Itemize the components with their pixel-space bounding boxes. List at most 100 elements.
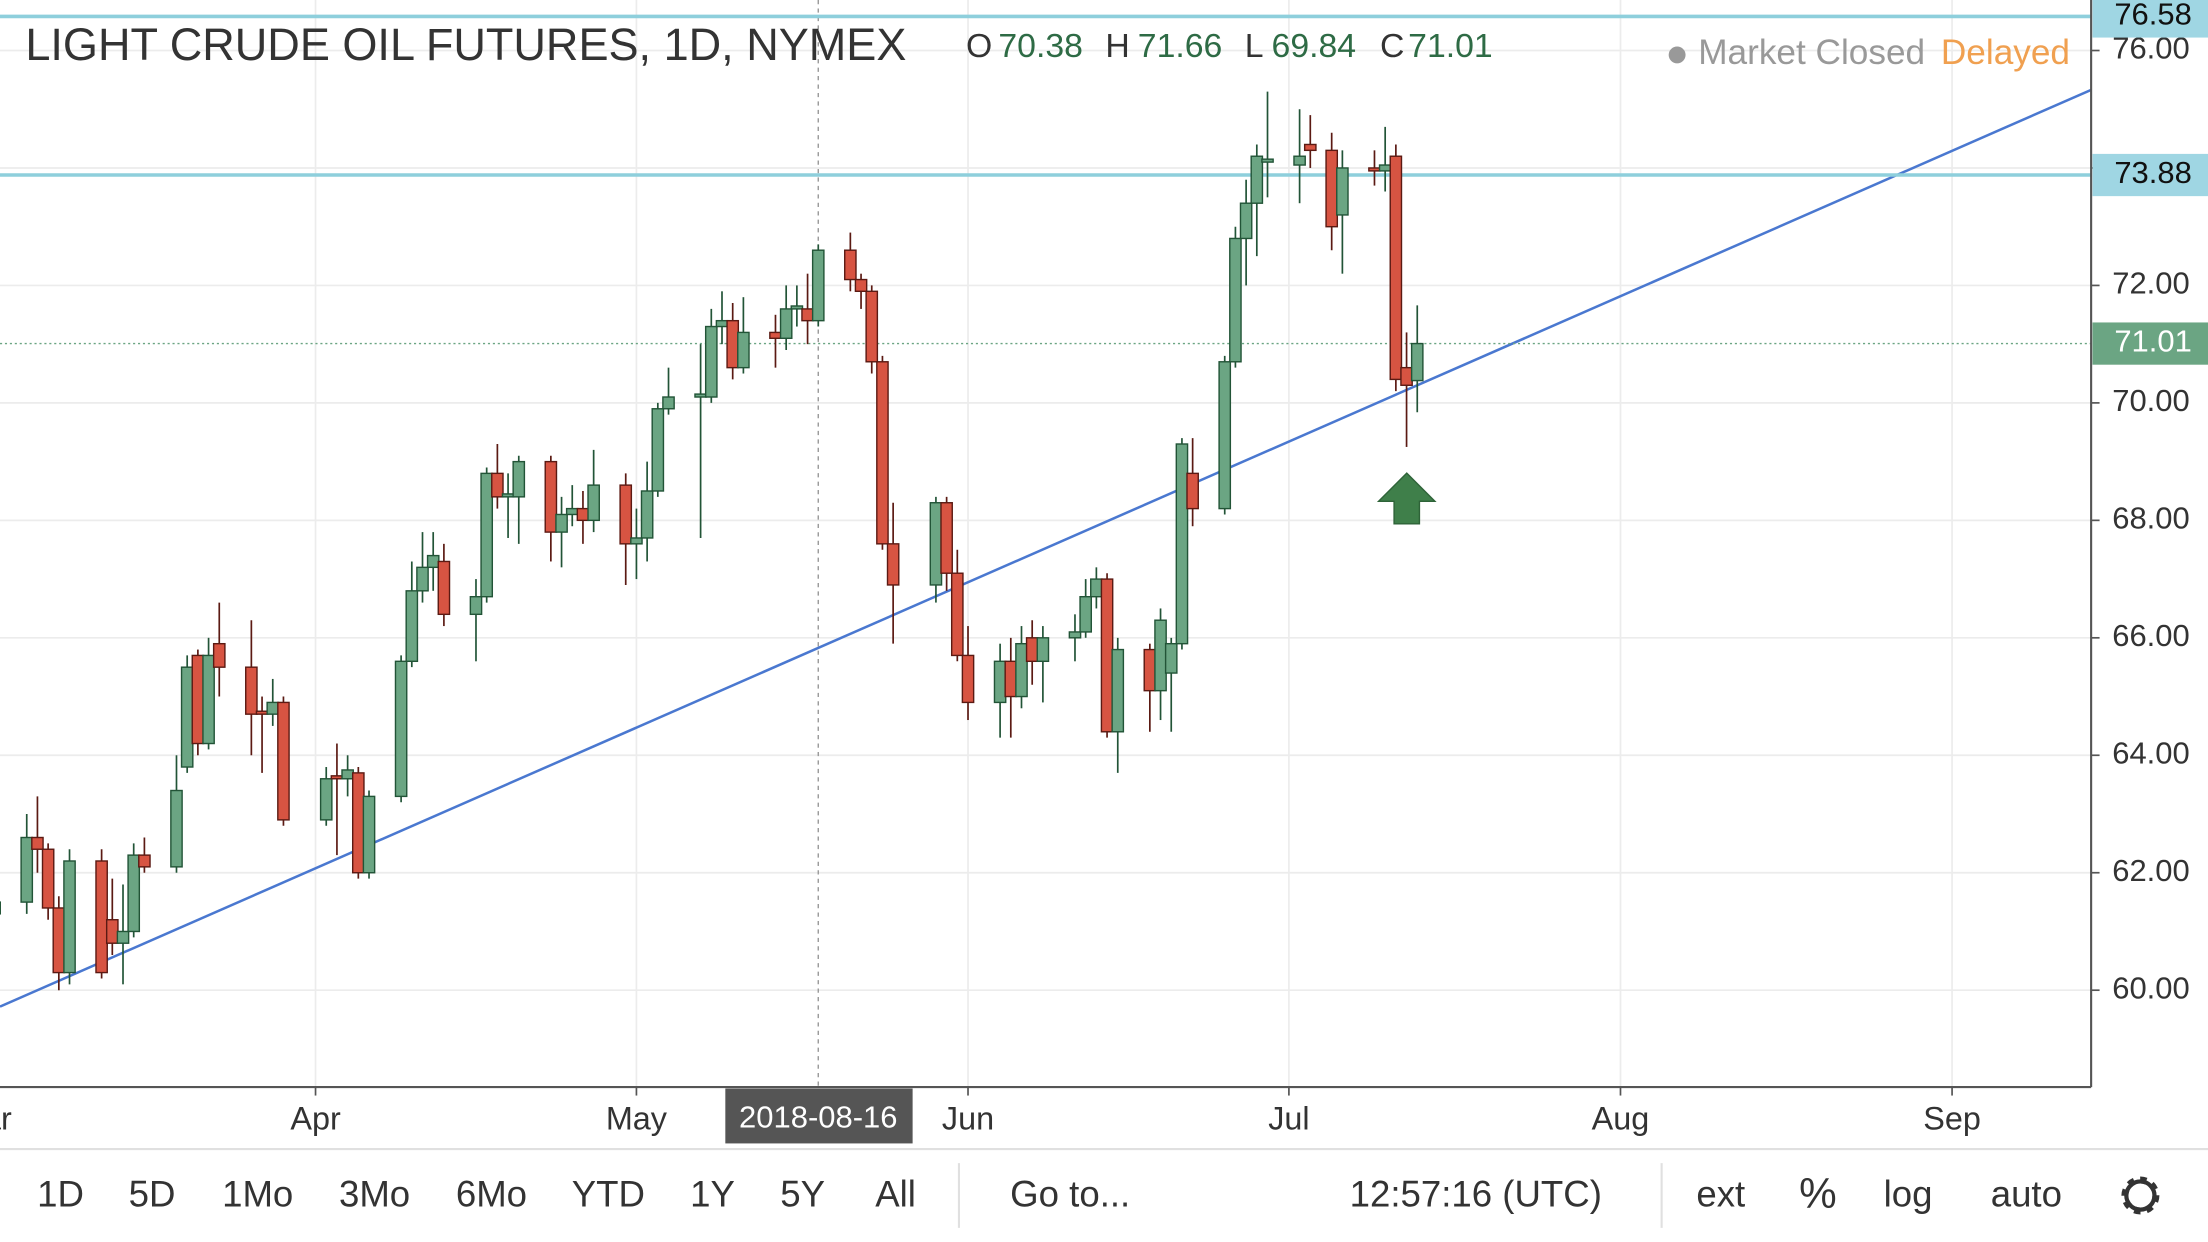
ohlc-key: C xyxy=(1380,27,1404,65)
market-status: Market Closed xyxy=(1698,33,1925,72)
x-tick-label: Jun xyxy=(942,1100,994,1136)
y-tick-label: 72.00 xyxy=(2112,266,2190,301)
price-label-bg xyxy=(2092,0,2208,38)
candle-body xyxy=(1218,361,1232,510)
candle-body xyxy=(266,701,280,715)
candle-body xyxy=(245,666,258,715)
range-button[interactable]: 6Mo xyxy=(456,1174,527,1215)
candle-body xyxy=(1175,443,1189,645)
candle-body xyxy=(1111,648,1125,733)
candle-body xyxy=(790,305,804,310)
candle-body xyxy=(651,408,665,492)
price-label: 73.88 xyxy=(2114,155,2192,190)
candle-body xyxy=(105,919,119,944)
candle-body xyxy=(1100,578,1114,733)
candle-body xyxy=(950,572,964,657)
candle-body xyxy=(469,595,483,616)
candle-body xyxy=(694,393,707,398)
candle-body xyxy=(1036,637,1050,663)
y-tick-label: 60.00 xyxy=(2112,970,2190,1005)
range-button[interactable]: All xyxy=(875,1174,916,1215)
candle-body xyxy=(330,775,344,780)
chart-title: LIGHT CRUDE OIL FUTURES, 1D, NYMEX xyxy=(25,19,906,70)
candle-body xyxy=(630,537,643,545)
candle-body xyxy=(212,642,226,668)
candle-body xyxy=(1389,155,1403,381)
candle-body xyxy=(1261,158,1274,163)
candle-body xyxy=(555,513,568,533)
candle-body xyxy=(405,590,419,663)
candle-body xyxy=(501,493,515,498)
candle-body xyxy=(1090,578,1103,598)
candle-body xyxy=(491,472,504,498)
candle-body xyxy=(662,396,675,410)
candle-body xyxy=(737,331,750,369)
candle-body xyxy=(929,502,943,586)
candle-body xyxy=(1143,648,1157,692)
range-button[interactable]: 5Y xyxy=(780,1174,825,1215)
delay-status: Delayed xyxy=(1941,33,2070,72)
candle-body xyxy=(1164,642,1178,674)
x-tick-label: May xyxy=(606,1100,668,1136)
range-button[interactable]: YTD xyxy=(572,1174,645,1215)
candle-body xyxy=(844,249,857,281)
candle-body xyxy=(394,660,408,798)
ohlc-key: H xyxy=(1105,27,1129,65)
y-tick-label: 66.00 xyxy=(2112,618,2190,653)
toolbar: 1D 5D 1Mo 3Mo 6Mo YTD 1Y 5Y All Go to... 12:57:16 … xyxy=(37,1170,2062,1217)
candle-body xyxy=(170,789,183,868)
candle-body xyxy=(31,836,44,850)
candle-body xyxy=(1079,595,1093,633)
candle-body xyxy=(255,710,269,715)
y-tick-label: 62.00 xyxy=(2112,853,2190,888)
candle-body xyxy=(779,308,793,339)
candle-body xyxy=(1325,149,1339,228)
candle-body xyxy=(1410,342,1424,382)
option-button[interactable]: auto xyxy=(1991,1174,2062,1215)
option-button[interactable]: log xyxy=(1884,1174,1933,1215)
candle-body xyxy=(1250,155,1264,204)
goto-button[interactable]: Go to... xyxy=(1010,1174,1130,1215)
candle-body xyxy=(993,660,1007,704)
candle-body xyxy=(127,854,141,933)
candle-body xyxy=(886,543,900,586)
candle-body xyxy=(1239,202,1253,240)
candle-body xyxy=(416,566,429,592)
candle-body xyxy=(480,472,494,598)
settings-button[interactable] xyxy=(2121,1176,2160,1215)
candle-body xyxy=(277,701,290,821)
ohlc-key: L xyxy=(1245,27,1264,65)
ohlc-value: 71.01 xyxy=(1408,27,1493,65)
ohlc-value: 71.66 xyxy=(1138,27,1223,65)
range-button[interactable]: 1Mo xyxy=(222,1174,293,1215)
option-button[interactable]: ext xyxy=(1696,1174,1745,1215)
x-tick-label: Sep xyxy=(1923,1100,1981,1136)
range-button[interactable]: 5D xyxy=(129,1174,176,1215)
range-button[interactable]: 1D xyxy=(37,1174,84,1215)
trendline xyxy=(0,88,2092,1008)
candle-body xyxy=(854,278,868,293)
candle-body xyxy=(1154,619,1167,692)
candle-body xyxy=(351,772,365,874)
candle-body xyxy=(876,361,889,545)
candle-body xyxy=(715,319,729,328)
candle-body xyxy=(180,666,194,768)
option-button[interactable]: % xyxy=(1799,1170,1837,1217)
candle-body xyxy=(1336,167,1349,216)
candle-body xyxy=(1186,472,1199,510)
candle-body xyxy=(426,554,440,569)
candle-body xyxy=(811,249,825,322)
y-tick-label: 70.00 xyxy=(2112,383,2190,418)
candle-body xyxy=(1229,237,1242,363)
candle-body xyxy=(576,507,590,522)
candle-body xyxy=(619,484,633,545)
candle-body xyxy=(138,854,151,868)
candle-body xyxy=(1025,637,1039,663)
status-dot xyxy=(1668,46,1686,64)
candle-body xyxy=(437,560,451,616)
range-button[interactable]: 3Mo xyxy=(339,1174,410,1215)
range-button[interactable]: 1Y xyxy=(690,1174,735,1215)
arrow-annotation xyxy=(1376,472,1437,525)
y-tick-label: 68.00 xyxy=(2112,501,2190,536)
last-price-bg xyxy=(2092,322,2208,365)
